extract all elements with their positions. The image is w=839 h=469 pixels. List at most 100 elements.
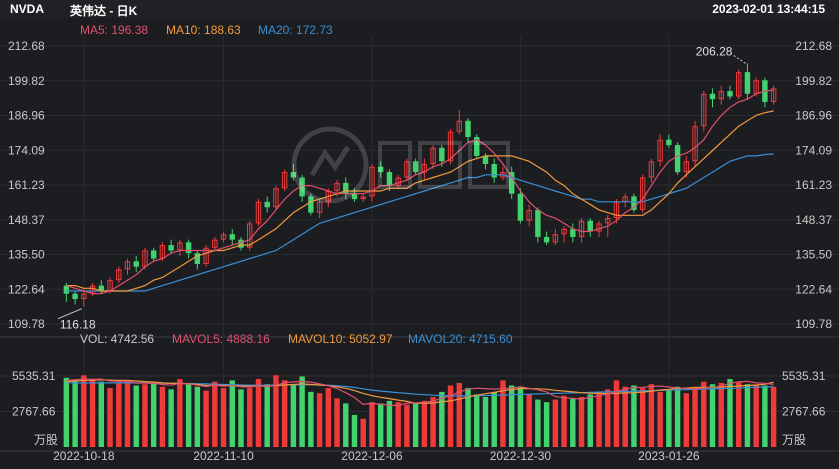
volume-legend-item: MAVOL10: 5052.97 (288, 332, 393, 346)
candle-body (404, 161, 410, 178)
candle-body (744, 72, 751, 94)
candle-body (98, 285, 104, 291)
candle-body (273, 188, 279, 208)
candle-body (281, 172, 288, 189)
volume-bar (229, 380, 235, 447)
title-bar (0, 0, 839, 18)
price-tick-right: 186.96 (795, 109, 832, 123)
candle-body (657, 139, 663, 162)
volume-bar (578, 397, 585, 447)
candle-body (605, 218, 611, 224)
candle-body (674, 145, 681, 173)
price-legend-item: MA20: 172.73 (258, 23, 333, 37)
volume-bar (543, 402, 550, 447)
candle-body (587, 220, 593, 232)
volume-bar (552, 399, 559, 447)
volume-bar (212, 381, 218, 447)
volume-bar (709, 384, 716, 447)
volume-bar (430, 397, 436, 447)
price-tick-right: 109.78 (795, 317, 832, 331)
volume-bar (107, 388, 113, 447)
volume-bar (474, 394, 480, 447)
candle-body (360, 196, 366, 200)
volume-bar (299, 376, 305, 447)
volume-bar (631, 385, 637, 447)
candle-body (264, 201, 270, 208)
volume-bar (753, 385, 759, 447)
candle-body (648, 161, 655, 178)
volume-bar (203, 390, 209, 447)
candle-body (212, 239, 218, 248)
candle-body (203, 247, 209, 264)
date-tick: 2022-12-30 (490, 449, 552, 463)
volume-bar (150, 381, 157, 447)
candle-body (412, 161, 419, 173)
candle-body (378, 166, 384, 173)
volume-legend-item: MAVOL20: 4715.60 (408, 332, 513, 346)
volume-bar (683, 393, 690, 447)
candle-body (535, 209, 541, 237)
candle-body (736, 72, 742, 97)
volume-bar (194, 386, 201, 447)
price-tick-right: 174.09 (795, 143, 832, 157)
chart-title: 英伟达 - 日K (70, 4, 138, 18)
candle-body (334, 182, 340, 192)
volume-bar (491, 391, 497, 447)
price-tick-right: 135.50 (795, 248, 832, 262)
volume-bar (404, 404, 410, 447)
price-tick-right: 199.82 (795, 74, 832, 88)
volume-bar (316, 393, 323, 447)
candle-body (570, 228, 576, 237)
candle-body (116, 269, 122, 281)
candle-body (543, 236, 550, 243)
candle-body (552, 234, 559, 243)
volume-bar (561, 395, 567, 447)
volume-bar (369, 402, 375, 447)
volume-bar (666, 389, 672, 447)
volume-bar (421, 400, 428, 447)
price-tick-right: 148.37 (795, 213, 832, 227)
volume-bar (744, 384, 751, 447)
candle-body (150, 250, 157, 259)
candle-body (727, 91, 733, 97)
candle-body (439, 147, 445, 162)
candle-body (639, 177, 646, 210)
volume-bar (770, 386, 777, 447)
candle-body (465, 120, 471, 137)
volume-bar (290, 384, 297, 447)
volume-bar (177, 379, 183, 447)
ticker-symbol: NVDA (10, 2, 45, 16)
volume-bar (395, 402, 401, 447)
candle-body (709, 93, 716, 100)
volume-bar (124, 380, 131, 447)
candle-body (447, 131, 454, 162)
price-tick-left: 122.64 (8, 282, 45, 296)
volume-bar (762, 385, 768, 447)
volume-bar (736, 381, 742, 447)
volume-bar (142, 384, 148, 447)
volume-bar (220, 388, 227, 447)
volume-bar (412, 403, 419, 447)
price-legend-item: MA10: 188.63 (166, 23, 241, 37)
candle-body (631, 196, 637, 210)
candle-body (683, 161, 690, 173)
candle-body (456, 120, 462, 132)
price-tick-right: 161.23 (795, 178, 832, 192)
volume-bar (325, 388, 332, 447)
volume-tick-right: 5535.31 (782, 369, 826, 383)
volume-bar (613, 380, 620, 447)
price-legend-item: MA5: 196.38 (80, 23, 148, 37)
candle-body (194, 253, 201, 264)
price-tick-left: 186.96 (8, 109, 45, 123)
volume-tick-right: 2767.66 (782, 405, 826, 419)
high-label: 206.28 (696, 44, 733, 58)
candle-body (124, 261, 131, 270)
candle-body (692, 126, 698, 162)
datetime-label: 2023-02-01 13:44:15 (712, 2, 825, 16)
volume-bar (185, 382, 192, 447)
volume-unit-right: 万股 (782, 433, 806, 447)
volume-bar (72, 380, 78, 447)
candle-body (308, 196, 314, 213)
candle-body (351, 193, 358, 200)
